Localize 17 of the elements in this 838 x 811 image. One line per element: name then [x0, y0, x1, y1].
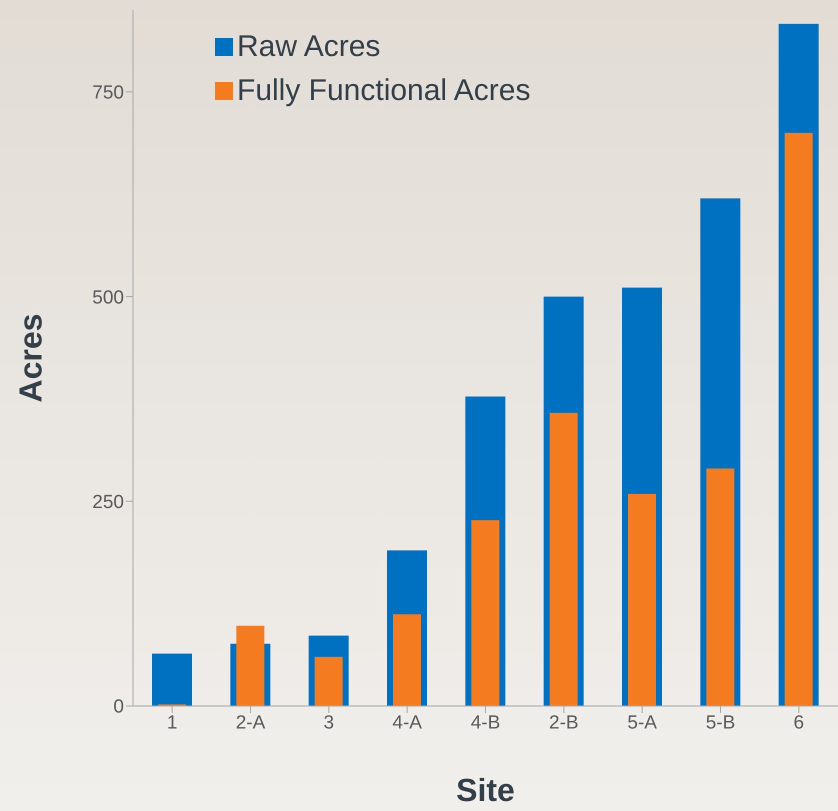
x-tick-label: 6	[794, 712, 804, 734]
x-tick-label: 5-B	[706, 712, 736, 734]
y-axis-title: Acres	[12, 314, 48, 402]
x-tick-label: 2-A	[236, 712, 266, 734]
y-tick-label: 750	[92, 82, 124, 104]
x-tick-label: 4-A	[392, 712, 422, 734]
x-tick-label: 5-A	[627, 712, 658, 734]
x-tick-label: 3	[324, 712, 334, 734]
y-tick-label: 0	[113, 696, 124, 718]
y-tick-label: 500	[92, 287, 124, 308]
x-tick-label: 4-B	[470, 712, 500, 734]
x-axis-title: Site	[456, 772, 515, 808]
legend-label: Raw Acres	[237, 29, 380, 65]
legend-label: Fully Functional Acres	[237, 73, 530, 109]
y-tick-label: 250	[92, 492, 124, 514]
x-tick-label: 1	[166, 712, 178, 734]
x-tick-label: 2-B	[549, 712, 579, 734]
